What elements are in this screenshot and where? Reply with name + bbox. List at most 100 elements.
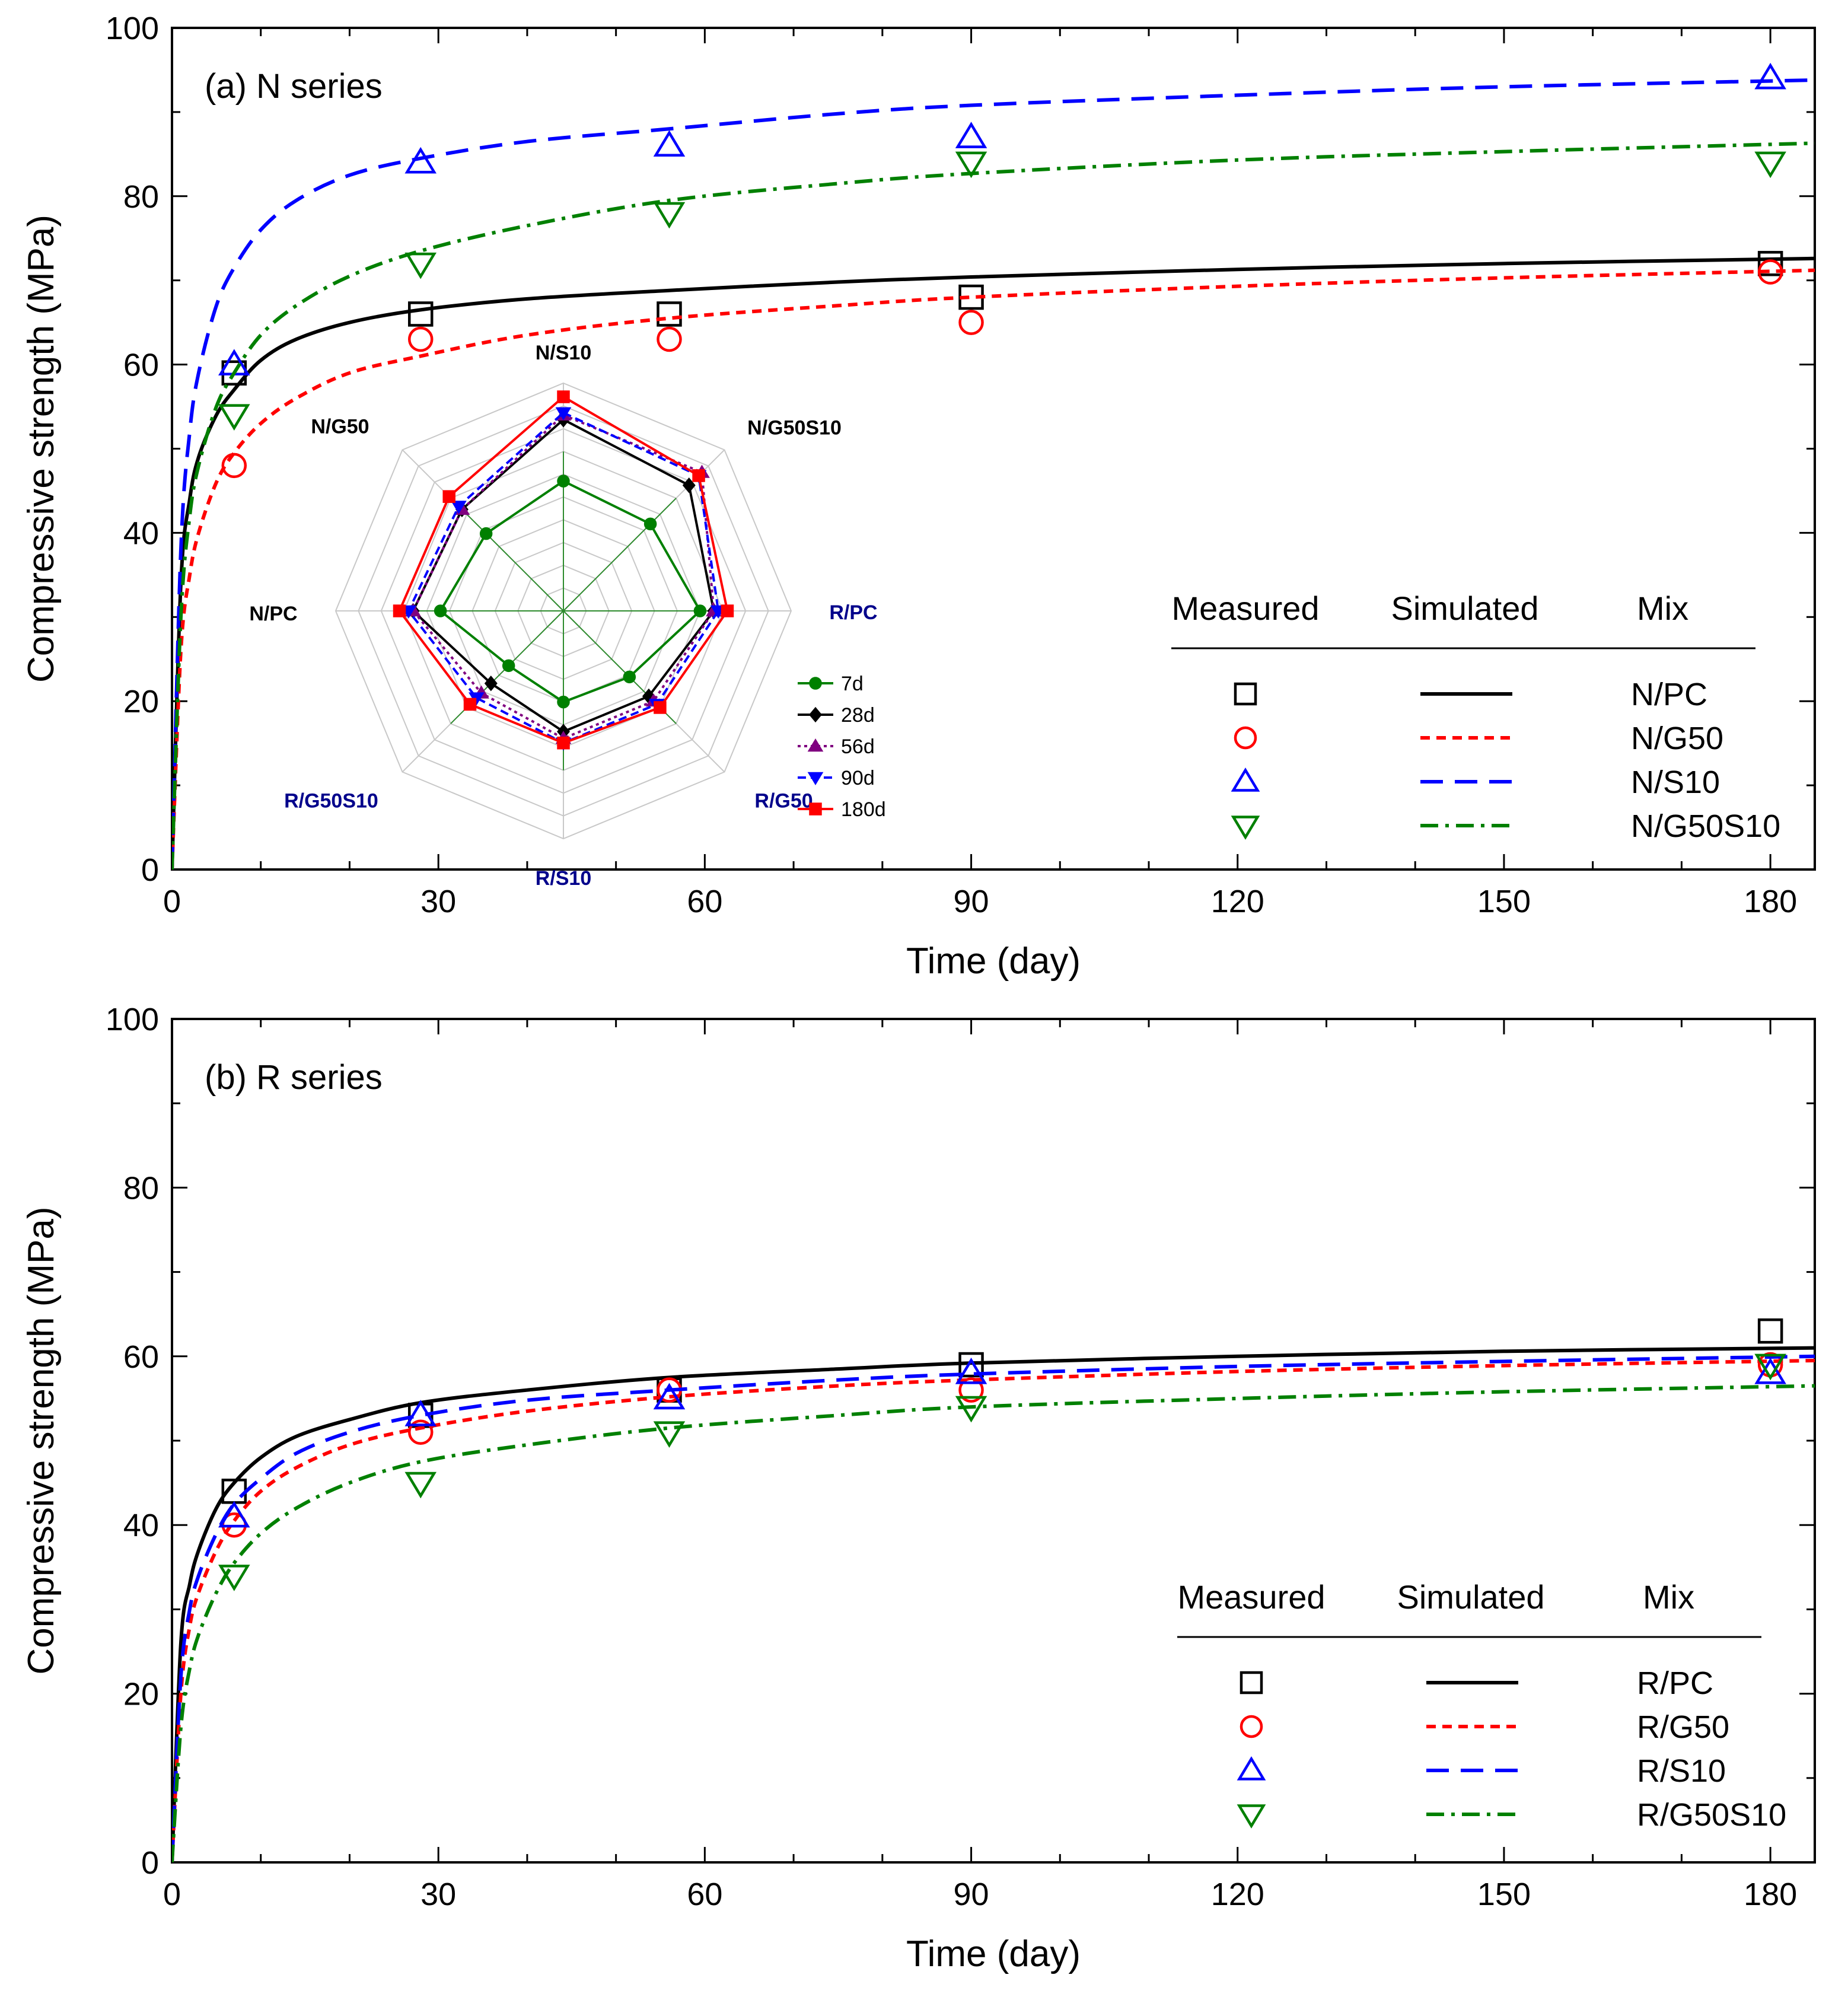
radar-legend-marker (807, 772, 824, 785)
radar-series-180d (393, 390, 734, 750)
x-tick-label: 30 (420, 1877, 456, 1912)
x-tick-label: 0 (163, 1877, 181, 1912)
radar-legend-marker (807, 738, 824, 752)
x-tick-label: 30 (420, 884, 456, 919)
legend-row: N/G50S10 (1231, 808, 1780, 844)
radar-spoke-inner (450, 498, 564, 611)
radar-point (623, 670, 636, 684)
measured-point-N/G50S10 (218, 404, 250, 431)
radar-point (463, 697, 477, 711)
radar-point (643, 517, 657, 531)
radar-point (557, 390, 570, 403)
radar-legend-label: 180d (841, 798, 886, 821)
measured-point-N/G50 (1757, 259, 1783, 285)
legend-row: R/S10 (1237, 1753, 1726, 1789)
y-tick-label: 60 (123, 348, 159, 383)
radar-point (557, 474, 570, 488)
series-N/G50 (172, 259, 1815, 869)
legend-row: N/PC (1234, 677, 1707, 712)
radar-legend-label: 90d (841, 767, 875, 789)
radar-legend-marker (809, 802, 822, 816)
x-tick-label: 60 (687, 884, 722, 919)
x-axis-title: Time (day) (906, 941, 1081, 982)
legend-header: Measured (1171, 590, 1319, 627)
legend-marker (1231, 767, 1260, 792)
measured-point-R/G50S10 (653, 1421, 686, 1448)
measured-point-N/G50 (958, 310, 984, 335)
radar-point (479, 527, 493, 540)
radar-legend-marker (809, 677, 822, 690)
series-N/PC (172, 251, 1815, 869)
measured-point-R/S10 (404, 1400, 437, 1426)
x-tick-label: 150 (1477, 1877, 1531, 1912)
radar-legend: 7d 28d 56d 90d 180d (798, 673, 886, 821)
measured-point-R/S10 (955, 1358, 987, 1384)
radar-point (484, 676, 498, 692)
measured-point-N/PC (1757, 251, 1783, 276)
measured-point-N/G50S10 (955, 151, 987, 179)
radar-legend-label: 28d (841, 704, 875, 727)
y-tick-label: 40 (123, 515, 159, 551)
legend-header: Mix (1637, 590, 1688, 627)
y-tick-label: 0 (141, 1845, 159, 1881)
legend-marker (1240, 1671, 1263, 1695)
measured-point-R/S10 (218, 1501, 250, 1528)
x-tick-label: 120 (1211, 884, 1264, 919)
y-tick-label: 80 (123, 1170, 159, 1206)
legend-label: R/G50S10 (1637, 1797, 1786, 1833)
legend-marker (1237, 1756, 1266, 1781)
legend-marker (1237, 1804, 1266, 1829)
radar-point (557, 695, 570, 709)
measured-point-R/G50S10 (1754, 1353, 1786, 1381)
legend-header: Simulated (1397, 1578, 1544, 1616)
legend: Measured Simulated Mix R/PC R/G50 R/S10 R/G50S… (1177, 1578, 1786, 1833)
measured-point-N/G50S10 (653, 202, 686, 229)
simulated-curve-R/G50 (172, 1358, 1815, 1862)
simulated-curve-N/PC (172, 256, 1815, 869)
series-N/G50S10 (172, 141, 1815, 869)
series-R/G50 (172, 1352, 1815, 1862)
radar-point (451, 501, 467, 514)
legend-label: N/G50S10 (1631, 808, 1780, 844)
measured-point-N/G50S10 (404, 252, 437, 279)
y-tick-label: 40 (123, 1508, 159, 1543)
measured-point-R/S10 (1754, 1358, 1786, 1384)
x-tick-label: 90 (954, 884, 989, 919)
measured-point-R/G50S10 (955, 1396, 987, 1423)
radar-legend-marker (809, 706, 822, 723)
y-tick-label: 20 (123, 1677, 159, 1712)
legend-header: Simulated (1391, 590, 1538, 627)
y-axis-title: Compressive strength (MPa) (21, 215, 62, 683)
legend-label: R/S10 (1637, 1753, 1726, 1789)
x-tick-label: 180 (1744, 1877, 1797, 1912)
legend-row: R/G50 (1240, 1709, 1729, 1745)
legend-marker (1234, 682, 1257, 706)
radar-axis-label: R/G50S10 (284, 790, 378, 813)
y-tick-label: 60 (123, 1339, 159, 1375)
radar-point (693, 604, 707, 617)
legend-marker (1234, 726, 1257, 750)
measured-point-R/G50 (958, 1377, 984, 1403)
radar-point (721, 604, 734, 617)
radar-axis-label: R/S10 (536, 867, 592, 890)
radar-point (654, 701, 667, 714)
radar-point (502, 659, 515, 673)
radar-point (557, 736, 570, 750)
measured-point-N/G50S10 (1754, 151, 1786, 179)
radar-point (692, 469, 705, 482)
simulated-curve-R/G50S10 (172, 1384, 1815, 1862)
legend-label: N/G50 (1631, 721, 1723, 756)
panel-b: 0 30 60 90 120 150 180 0 20 40 60 80 100 Time (day) Co… (21, 1002, 1816, 1974)
radar-point (393, 604, 406, 617)
x-tick-label: 0 (163, 884, 181, 919)
measured-point-R/PC (958, 1352, 984, 1378)
simulated-curve-R/PC (172, 1346, 1815, 1862)
measured-point-R/S10 (653, 1383, 686, 1410)
measured-point-N/PC (407, 301, 434, 327)
series-R/PC (172, 1318, 1815, 1862)
radar-series-7d (434, 474, 707, 709)
measured-point-N/S10 (1754, 62, 1786, 90)
radar-spoke-inner (563, 498, 677, 611)
y-tick-label: 100 (106, 1002, 159, 1037)
measured-point-N/G50 (407, 326, 434, 352)
